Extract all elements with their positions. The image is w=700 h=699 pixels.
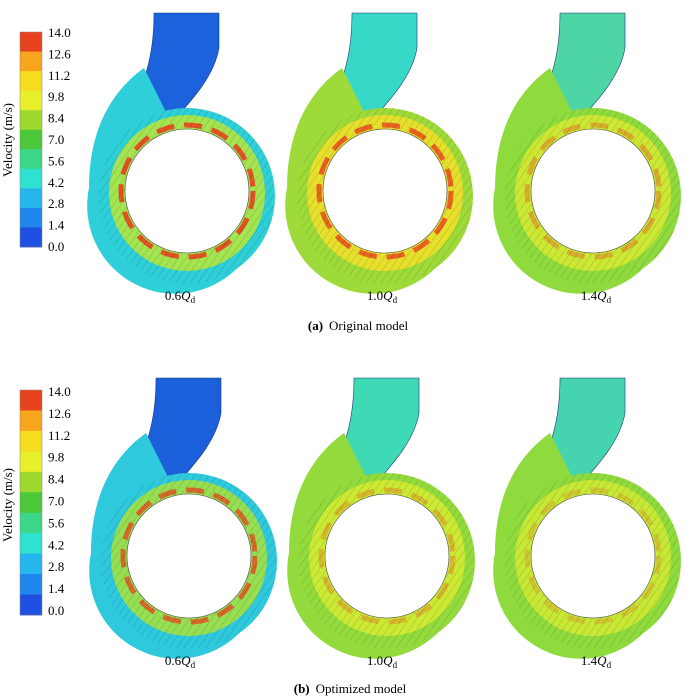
impeller-region: [324, 493, 450, 619]
colorbar-swatch: [20, 430, 42, 452]
volute-b-0: [89, 377, 277, 659]
volute-a-2: [493, 12, 681, 294]
colorbar-tick-label: 14.0: [48, 384, 71, 399]
colorbar-b-swatches: [19, 389, 43, 616]
colorbar-swatch: [20, 492, 42, 514]
volute-b-1: [287, 377, 475, 659]
colorbar-swatch: [20, 168, 42, 189]
colorbar-swatch: [20, 90, 42, 111]
colorbar-tick-label: 4.2: [48, 175, 64, 190]
colorbar-a-ticks: 14.0 12.6 11.2 9.8 8.4 7.0 5.6 4.2 2.8 1.4 0.0: [48, 25, 71, 254]
colorbar-tick-label: 8.4: [48, 472, 65, 487]
colorbar-tick-label: 0.0: [48, 239, 64, 254]
colorbar-tick-label: 7.0: [48, 132, 64, 147]
colorbar-tick-label: 7.0: [48, 494, 64, 509]
colorbar-tick-label: 11.2: [48, 428, 70, 443]
colorbar-a-swatches: [19, 31, 43, 248]
condition-label-a-2: 1.4Qd: [581, 288, 612, 305]
panel-a: 14.0 12.6 11.2 9.8 8.4 7.0 5.6 4.2 2.8 1.4 0.0 Vel…: [0, 12, 681, 333]
colorbar-tick-label: 2.8: [48, 559, 64, 574]
colorbar-swatch: [20, 32, 42, 53]
colorbar-tick-label: 1.4: [48, 581, 65, 596]
colorbar-swatch: [20, 471, 42, 493]
caption-a: (a) Original model: [308, 318, 409, 333]
colorbar-tick-label: 9.8: [48, 450, 64, 465]
condition-label-b-0: 0.6Qd: [165, 653, 196, 670]
colorbar-b-ticks: 14.0 12.6 11.2 9.8 8.4 7.0 5.6 4.2 2.8 1.4 0.0: [48, 384, 71, 618]
colorbar-swatch: [20, 110, 42, 131]
colorbar-tick-label: 14.0: [48, 25, 71, 40]
colorbar-a: 14.0 12.6 11.2 9.8 8.4 7.0 5.6 4.2 2.8 1.4 0.0 Vel…: [0, 25, 71, 254]
colorbar-frame: [19, 389, 43, 616]
impeller-region: [530, 493, 656, 619]
colorbar-swatch: [20, 512, 42, 534]
colorbar-swatch: [20, 188, 42, 209]
impeller-region: [530, 128, 656, 254]
colorbar-tick-label: 12.6: [48, 46, 71, 61]
caption-b: (b) Optimized model: [294, 681, 407, 696]
condition-label-a-0: 0.6Qd: [165, 288, 196, 305]
colorbar-b-title: Velocity (m/s): [0, 468, 15, 542]
condition-label-b-1: 1.0Qd: [367, 653, 398, 670]
colorbar-swatch: [20, 390, 42, 411]
colorbar-tick-label: 12.6: [48, 406, 71, 421]
colorbar-frame: [19, 31, 43, 248]
colorbar-swatch: [20, 451, 42, 473]
colorbar-tick-label: 4.2: [48, 537, 64, 552]
impeller-region: [126, 493, 252, 619]
impeller-region: [124, 128, 250, 254]
colorbar-swatch: [20, 149, 42, 170]
colorbar-tick-label: 9.8: [48, 89, 64, 104]
colorbar-swatch: [20, 227, 42, 248]
condition-label-a-1: 1.0Qd: [367, 288, 398, 305]
impeller-region: [322, 128, 448, 254]
colorbar-tick-label: 11.2: [48, 68, 70, 83]
condition-label-b-2: 1.4Qd: [581, 653, 612, 670]
colorbar-swatch: [20, 51, 42, 72]
colorbar-tick-label: 8.4: [48, 111, 65, 126]
volute-b-2: [493, 377, 681, 659]
volute-a-0: [87, 12, 275, 294]
colorbar-swatch: [20, 129, 42, 150]
colorbar-swatch: [20, 71, 42, 92]
colorbar-tick-label: 1.4: [48, 218, 65, 233]
colorbar-swatch: [20, 410, 42, 432]
colorbar-tick-label: 0.0: [48, 603, 64, 618]
colorbar-a-title: Velocity (m/s): [0, 103, 15, 177]
colorbar-tick-label: 5.6: [48, 515, 65, 530]
colorbar-tick-label: 2.8: [48, 196, 64, 211]
colorbar-swatch: [20, 553, 42, 575]
colorbar-swatch: [20, 533, 42, 555]
colorbar-swatch: [20, 207, 42, 228]
colorbar-swatch: [20, 574, 42, 596]
volute-a-1: [285, 12, 473, 294]
colorbar-tick-label: 5.6: [48, 153, 65, 168]
colorbar-b: 14.0 12.6 11.2 9.8 8.4 7.0 5.6 4.2 2.8 1.4 0.0 Vel…: [0, 384, 71, 618]
panel-b: 14.0 12.6 11.2 9.8 8.4 7.0 5.6 4.2 2.8 1.4 0.0 Vel…: [0, 377, 681, 696]
colorbar-swatch: [20, 594, 42, 616]
